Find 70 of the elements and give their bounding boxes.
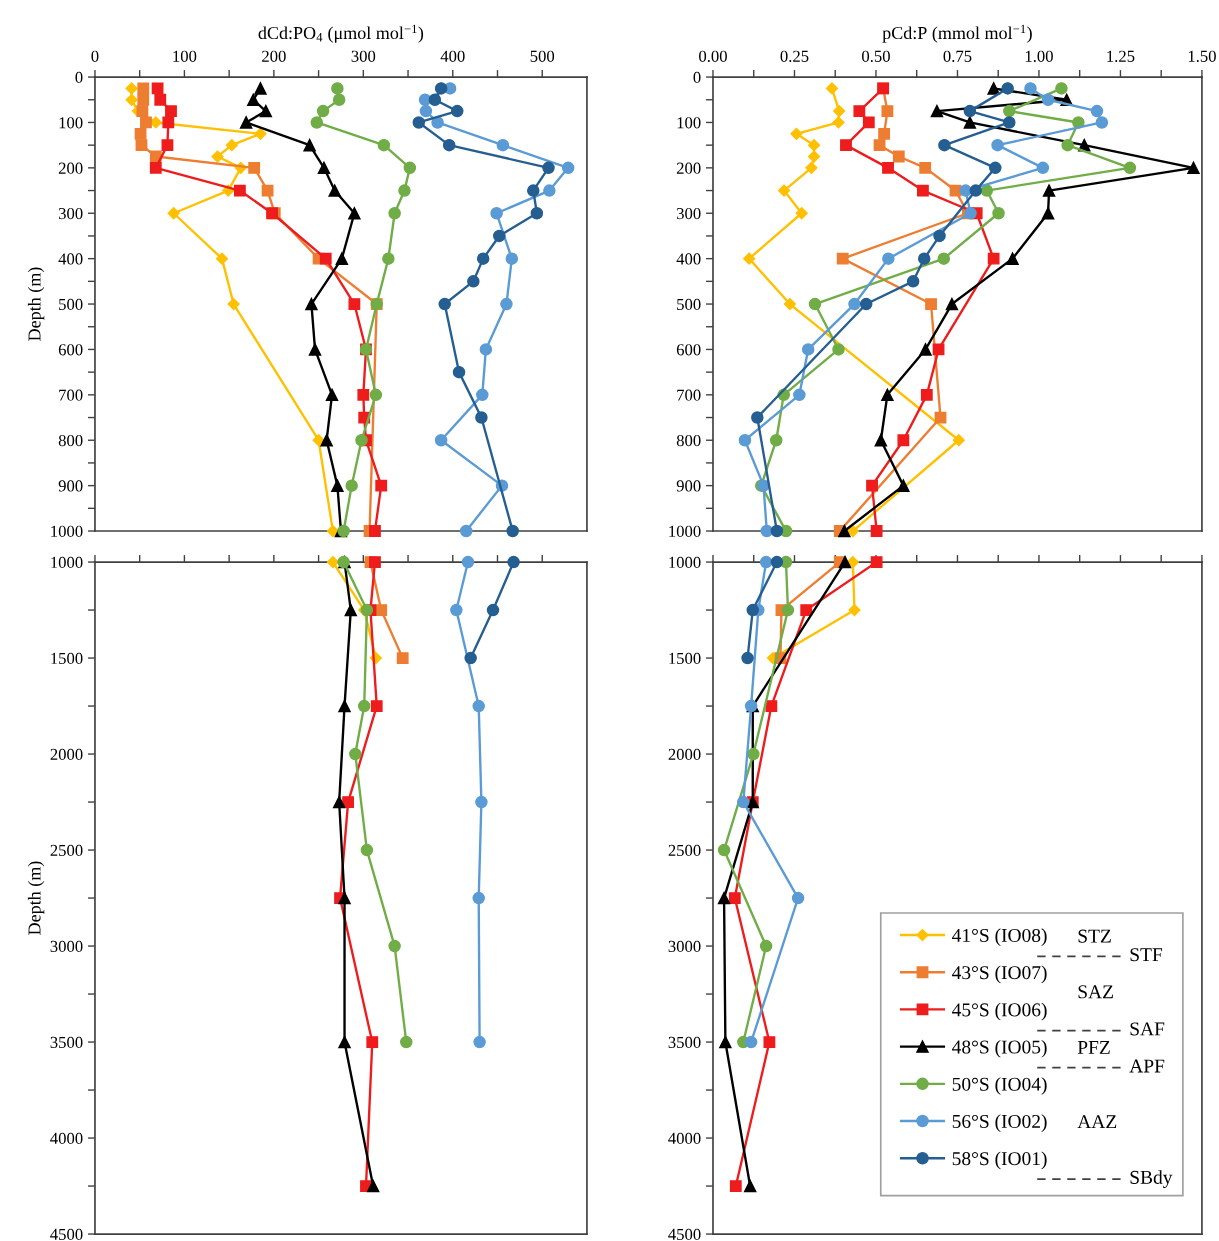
chart-title: dCd:PO$_{4}$ (μmol mol$^{−1}$) (258, 24, 424, 43)
legend-label: 56°S (IO02) (952, 1114, 1047, 1132)
y-tick-label: 800 (58, 434, 83, 447)
y-tick-label: 900 (58, 480, 83, 492)
y-tick-label: 200 (676, 162, 701, 174)
x-tick-label: 300 (351, 50, 376, 62)
y-tick-label: 1000 (669, 525, 701, 537)
annotation: APF (1129, 1059, 1165, 1073)
y-tick-label: 200 (58, 162, 83, 174)
annotation: AAZ (1077, 1115, 1117, 1129)
y-tick-label: 0 (75, 71, 83, 84)
y-tick-label: 600 (58, 344, 83, 356)
y-tick-label: 4000 (50, 1132, 83, 1144)
x-tick-label: 500 (530, 50, 555, 62)
y-tick-label: 3000 (50, 940, 83, 952)
y-tick-label: 300 (58, 207, 83, 220)
x-tick-label: 0.75 (943, 50, 972, 62)
annotation: PFZ (1077, 1041, 1110, 1054)
chart-title: pCd:P (mmol mol$^{−1}$) (882, 24, 1032, 43)
annotation: STF (1130, 948, 1163, 962)
x-tick-label: 200 (262, 50, 286, 62)
x-tick-label: 100 (173, 50, 197, 62)
legend-label: 50°S (IO04) (952, 1077, 1047, 1095)
annotation: STZ (1078, 929, 1111, 943)
x-tick-label: 1.50 (1188, 50, 1216, 62)
y-tick-label: 0 (693, 71, 701, 84)
y-tick-label: 1500 (51, 652, 83, 664)
y-tick-label: 800 (676, 434, 701, 447)
y-tick-label: 700 (677, 389, 701, 401)
y-tick-label: 1000 (51, 525, 83, 537)
y-tick-label: 2000 (668, 748, 701, 760)
y-tick-label: 100 (677, 117, 701, 129)
y-tick-label: 2500 (668, 844, 701, 856)
x-tick-label: 0.25 (780, 50, 809, 62)
y-tick-label: 300 (676, 207, 701, 220)
y-tick-label: 1000 (669, 556, 701, 568)
x-tick-label: 0.50 (862, 50, 890, 62)
y-tick-label: 700 (59, 389, 83, 401)
y-tick-label: 500 (677, 298, 701, 310)
y-tick-label: 1000 (51, 556, 83, 568)
legend-label: 41°S (IO08) (952, 928, 1047, 946)
x-tick-label: 0.00 (699, 50, 727, 62)
y-tick-label: 4500 (50, 1228, 83, 1240)
y-tick-label: 2000 (50, 748, 83, 760)
y-tick-label: 1500 (669, 652, 701, 664)
x-tick-label: 1.25 (1107, 50, 1135, 62)
y-axis-title: Depth (m) (27, 267, 45, 341)
legend-label: 43°S (IO07) (952, 965, 1047, 984)
annotation: SAZ (1078, 985, 1113, 999)
y-tick-label: 3500 (50, 1036, 83, 1048)
y-tick-label: 4000 (668, 1132, 701, 1144)
y-tick-label: 3500 (668, 1036, 701, 1048)
legend-label: 45°S (IO06) (952, 1002, 1047, 1021)
y-tick-label: 400 (676, 253, 701, 265)
y-tick-label: 2500 (50, 844, 83, 856)
y-tick-label: 3000 (668, 940, 701, 952)
y-axis-title: Depth (m) (27, 861, 45, 935)
y-tick-label: 600 (676, 344, 701, 356)
annotation: SBdy (1130, 1170, 1173, 1188)
x-tick-label: 400 (440, 50, 465, 62)
y-tick-label: 400 (58, 253, 83, 265)
annotation: SAF (1130, 1022, 1165, 1036)
x-tick-label: 0 (91, 50, 99, 62)
y-tick-label: 4500 (668, 1228, 701, 1240)
y-tick-label: 500 (59, 298, 83, 310)
x-tick-label: 1.00 (1025, 50, 1053, 62)
legend-label: 58°S (IO01) (952, 1151, 1047, 1170)
legend-label: 48°S (IO05) (952, 1039, 1047, 1058)
y-tick-label: 900 (676, 480, 701, 492)
y-tick-label: 100 (59, 117, 83, 129)
